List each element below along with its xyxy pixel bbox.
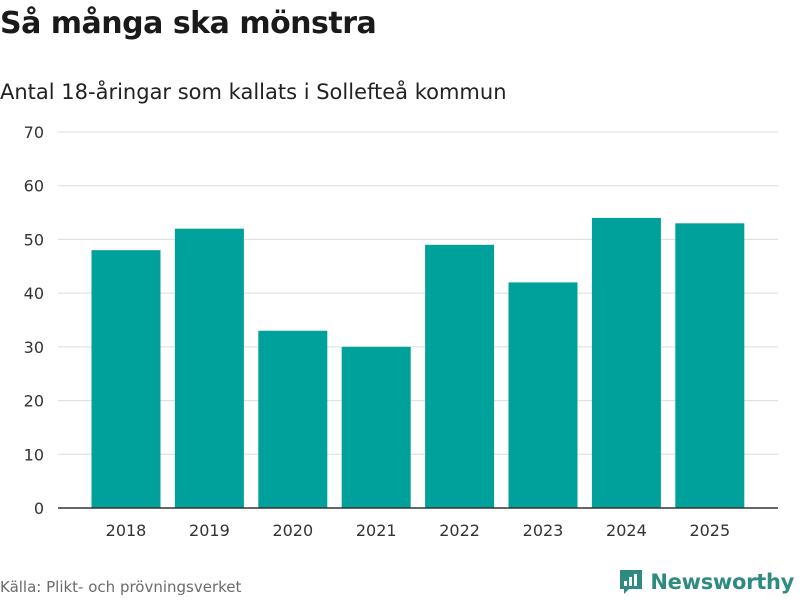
x-tick-label: 2024 <box>606 521 647 540</box>
bar-2025 <box>675 223 745 509</box>
brand-name: Newsworthy <box>650 570 794 594</box>
bar-2021 <box>341 346 411 508</box>
y-tick-label: 10 <box>24 445 44 464</box>
x-tick-label: 2020 <box>272 521 313 540</box>
y-axis-ticks: 0 10 20 30 40 50 60 70 <box>24 123 44 518</box>
bar-2023 <box>508 282 578 508</box>
y-tick-label: 20 <box>24 392 44 411</box>
gridlines <box>58 131 778 455</box>
x-tick-label: 2021 <box>356 521 397 540</box>
bars <box>91 217 745 509</box>
y-tick-label: 50 <box>24 230 44 249</box>
x-tick-label: 2025 <box>689 521 730 540</box>
chart-title: Så många ska mönstra <box>0 6 377 41</box>
brand-logo: Newsworthy <box>618 568 794 596</box>
x-axis-ticks: 2018 2019 2020 2021 2022 2023 2024 2025 <box>106 521 731 540</box>
y-tick-label: 0 <box>34 499 44 518</box>
bar-2024 <box>591 217 661 508</box>
y-tick-label: 30 <box>24 338 44 357</box>
y-tick-label: 70 <box>24 123 44 142</box>
bar-chart: 0 10 20 30 40 50 60 70 2018 2019 2020 2021 2022 2023… <box>24 123 778 540</box>
x-tick-label: 2022 <box>439 521 480 540</box>
x-tick-label: 2019 <box>189 521 230 540</box>
chart-subtitle: Antal 18-åringar som kallats i Sollefteå… <box>0 80 507 104</box>
newsworthy-logo-icon <box>620 570 643 594</box>
source-note: Källa: Plikt- och prövningsverket <box>0 578 242 596</box>
y-tick-label: 40 <box>24 284 44 303</box>
bar-2018 <box>91 250 161 508</box>
y-tick-label: 60 <box>24 177 44 196</box>
x-tick-label: 2018 <box>106 521 147 540</box>
bar-2020 <box>258 330 328 508</box>
x-tick-label: 2023 <box>523 521 564 540</box>
bar-2019 <box>174 228 244 508</box>
bar-2022 <box>425 244 495 509</box>
